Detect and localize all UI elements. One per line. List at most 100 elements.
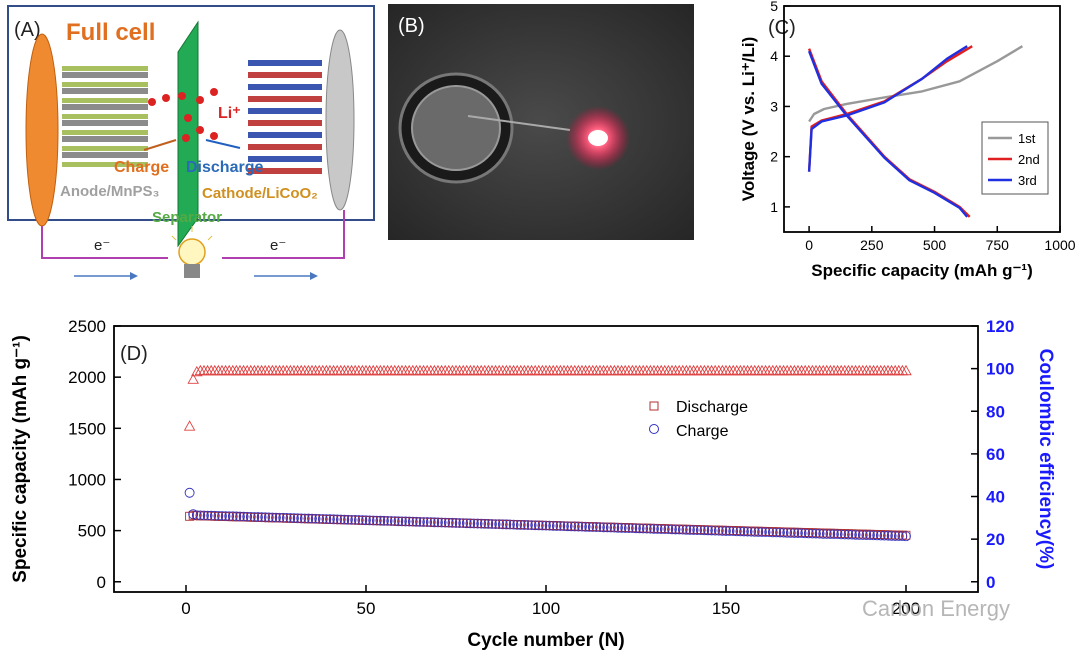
ce-point — [633, 364, 646, 376]
ce-point — [734, 364, 747, 376]
ce-point — [853, 364, 865, 376]
ce-point — [759, 364, 772, 376]
charge-point — [479, 518, 490, 529]
y2-tick-label: 20 — [986, 530, 1005, 549]
ce-point — [425, 364, 437, 376]
ce-point — [479, 364, 491, 376]
ce-point — [878, 364, 891, 376]
ce-point — [471, 364, 484, 376]
ce-point — [227, 364, 239, 376]
ce-point — [803, 364, 815, 376]
charge-point — [505, 519, 515, 530]
ce-point — [590, 364, 603, 376]
ce-point — [338, 364, 351, 376]
ce-point — [234, 364, 246, 376]
series-line-2nd-discharge — [807, 48, 971, 218]
ce-point — [889, 364, 901, 376]
x-tick-label: 1000 — [1044, 237, 1075, 253]
ce-point — [263, 364, 275, 376]
ce-point — [842, 364, 855, 376]
ce-point — [882, 364, 894, 376]
ce-point — [662, 364, 675, 376]
charge-point — [454, 518, 465, 528]
ce-point — [453, 364, 466, 376]
charge-point — [472, 518, 483, 529]
y-tick-label: 2000 — [68, 368, 106, 387]
charge-point — [440, 517, 451, 528]
charge-point — [451, 518, 461, 528]
external-circuit-left — [41, 226, 168, 259]
ce-point — [813, 364, 826, 376]
legend: 1st 2nd 3rd — [981, 121, 1049, 195]
chart-label: (D) — [120, 343, 148, 365]
ce-point — [407, 364, 419, 376]
coin-cell-photo: (B) — [388, 4, 694, 240]
ce-point — [896, 364, 909, 376]
panel-a-schematic: (A) Full cell — [0, 0, 380, 290]
series-line-2nd-charge — [807, 45, 973, 172]
ce-point — [489, 364, 502, 376]
y-tick-label: 3 — [770, 98, 778, 114]
charge-point — [508, 519, 519, 530]
ce-point — [774, 364, 786, 376]
ce-point — [831, 364, 844, 376]
ce-point — [677, 364, 689, 376]
ce-point — [360, 364, 372, 376]
ce-point — [273, 364, 286, 376]
y2-tick-label: 40 — [986, 488, 1005, 507]
ce-point — [277, 364, 289, 376]
ce-point — [612, 364, 624, 376]
ce-point — [450, 364, 462, 376]
anode-label: Anode/MnPS₃ — [60, 183, 159, 200]
ce-point — [749, 364, 761, 376]
ce-point — [363, 364, 376, 376]
ce-point — [417, 364, 430, 376]
voltage-profile-chart: (C) 0 250 500 750 1000 1 2 3 4 5 Specific capacit… — [739, 0, 1076, 280]
discharge-arrow — [205, 139, 241, 149]
charge-point — [497, 519, 508, 530]
ce-point — [698, 364, 711, 376]
chart-label: (C) — [768, 17, 796, 39]
charge-point — [469, 518, 479, 529]
ce-point — [565, 364, 577, 376]
ce-point — [756, 364, 768, 376]
charge-point — [465, 518, 476, 529]
ce-point — [216, 364, 228, 376]
y2-tick-label: 80 — [986, 402, 1005, 421]
charge-point — [519, 520, 530, 530]
ce-point — [209, 364, 221, 376]
ce-point — [615, 364, 628, 376]
y-tick-label: 4 — [770, 48, 778, 64]
y-tick-label: 1000 — [68, 470, 106, 489]
legend-entry-1st: 1st — [1018, 131, 1036, 146]
ce-point — [839, 364, 851, 376]
separator-label: Separator — [152, 209, 222, 226]
ce-point — [533, 364, 545, 376]
ce-point — [367, 364, 379, 376]
panel-c-voltage-chart: (C) 0 250 500 750 1000 1 2 3 4 5 Specific capacit… — [708, 0, 1080, 290]
anode-electrode — [25, 33, 59, 227]
ce-point — [579, 364, 592, 376]
ce-point — [608, 364, 621, 376]
ce-point — [849, 364, 862, 376]
ce-point — [731, 364, 743, 376]
ce-point — [846, 364, 858, 376]
charge-point — [512, 519, 523, 530]
series-line-3rd-discharge — [807, 50, 969, 218]
ce-point — [446, 364, 459, 376]
ce-point — [500, 364, 513, 376]
ce-point — [828, 364, 840, 376]
ce-point — [626, 364, 639, 376]
ce-point — [378, 364, 390, 376]
ce-point — [799, 364, 811, 376]
ce-point — [385, 364, 397, 376]
cycling-performance-chart: (D) 0 50 100 150 200050010001500200025000204… — [10, 317, 1056, 651]
ce-point — [252, 364, 264, 376]
y-tick-label: 5 — [770, 0, 778, 14]
ce-point — [641, 364, 653, 376]
ce-point — [835, 364, 847, 376]
charge-point — [443, 517, 454, 528]
y-axis-label: Voltage (V vs. Li⁺/Li) — [739, 37, 758, 202]
ce-point — [349, 364, 361, 376]
ce-point — [770, 364, 783, 376]
